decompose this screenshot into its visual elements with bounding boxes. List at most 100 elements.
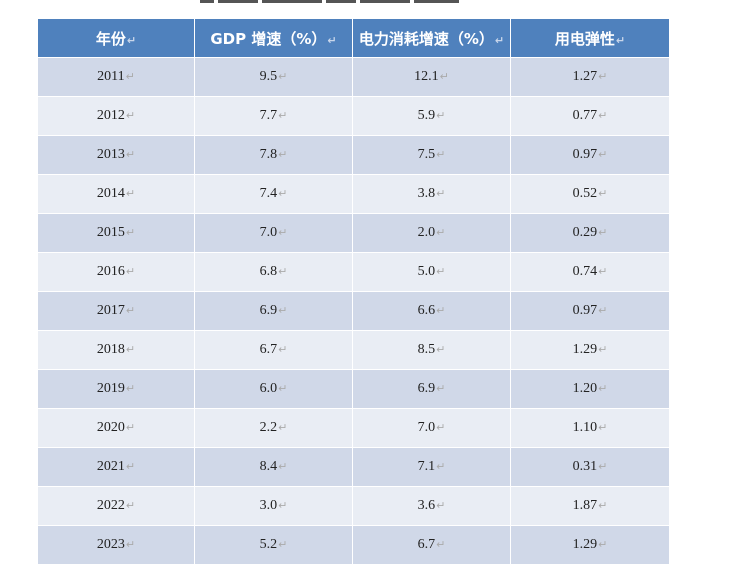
cell-gdp-growth: 7.7↵ bbox=[195, 97, 353, 136]
cell-elasticity-value: 1.27 bbox=[572, 69, 598, 84]
cell-elasticity: 1.20↵ bbox=[511, 370, 669, 409]
cell-year-value: 2023 bbox=[96, 537, 125, 552]
cell-power-growth-value: 6.7 bbox=[417, 537, 436, 552]
paragraph-mark-icon: ↵ bbox=[278, 343, 288, 356]
cell-year-value: 2015 bbox=[96, 225, 125, 240]
header-year-label: 年份 bbox=[95, 29, 126, 48]
cell-gdp-growth: 3.0↵ bbox=[195, 487, 353, 526]
cell-year: 2016↵ bbox=[38, 253, 195, 292]
paragraph-mark-icon: ↵ bbox=[598, 109, 608, 122]
table-row: 2012↵ 7.7↵ 5.9↵ 0.77↵ bbox=[38, 97, 669, 136]
cell-elasticity-value: 1.29 bbox=[572, 342, 598, 357]
cell-elasticity-value: 0.31 bbox=[572, 459, 598, 474]
cell-elasticity: 0.74↵ bbox=[511, 253, 669, 292]
cell-power-growth: 3.6↵ bbox=[353, 487, 511, 526]
cell-elasticity-value: 1.20 bbox=[572, 381, 598, 396]
cell-power-growth: 2.0↵ bbox=[353, 214, 511, 253]
paragraph-mark-icon: ↵ bbox=[598, 70, 608, 83]
cell-gdp-growth: 7.0↵ bbox=[195, 214, 353, 253]
paragraph-mark-icon: ↵ bbox=[598, 460, 608, 473]
cell-gdp-growth: 2.2↵ bbox=[195, 409, 353, 448]
cell-power-growth-value: 3.6 bbox=[417, 498, 436, 513]
cell-elasticity: 0.97↵ bbox=[511, 292, 669, 331]
cell-elasticity-value: 0.77 bbox=[572, 108, 598, 123]
cell-power-growth: 6.7↵ bbox=[353, 526, 511, 565]
cell-gdp-growth-value: 6.8 bbox=[259, 264, 278, 279]
cell-elasticity: 0.29↵ bbox=[511, 214, 669, 253]
paragraph-mark-icon: ↵ bbox=[436, 421, 446, 434]
growth-elasticity-table: 年份↵ GDP 增速（%）↵ 电力消耗增速（%）↵ 用电弹性↵ 2011↵ 9.5… bbox=[38, 19, 669, 565]
table-header: 年份↵ GDP 增速（%）↵ 电力消耗增速（%）↵ 用电弹性↵ bbox=[38, 19, 669, 58]
cell-gdp-growth: 6.9↵ bbox=[195, 292, 353, 331]
cell-power-growth: 5.0↵ bbox=[353, 253, 511, 292]
paragraph-mark-icon: ↵ bbox=[327, 33, 337, 47]
cell-year-value: 2014 bbox=[96, 186, 125, 201]
cell-power-growth-value: 5.0 bbox=[417, 264, 436, 279]
cell-year: 2014↵ bbox=[38, 175, 195, 214]
cell-year: 2022↵ bbox=[38, 487, 195, 526]
paragraph-mark-icon: ↵ bbox=[125, 70, 135, 83]
table-row: 2020↵ 2.2↵ 7.0↵ 1.10↵ bbox=[38, 409, 669, 448]
header-year: 年份↵ bbox=[38, 19, 195, 58]
paragraph-mark-icon: ↵ bbox=[598, 499, 608, 512]
cell-power-growth-value: 2.0 bbox=[417, 225, 436, 240]
cell-elasticity: 0.77↵ bbox=[511, 97, 669, 136]
cell-gdp-growth-value: 5.2 bbox=[259, 537, 278, 552]
table-row: 2011↵ 9.5↵ 12.1↵ 1.27↵ bbox=[38, 58, 669, 97]
header-power-growth: 电力消耗增速（%）↵ bbox=[353, 19, 511, 58]
paragraph-mark-icon: ↵ bbox=[125, 148, 136, 161]
cell-elasticity-value: 1.10 bbox=[572, 420, 598, 435]
cell-gdp-growth-value: 3.0 bbox=[259, 498, 278, 513]
cell-year-value: 2021 bbox=[96, 459, 125, 474]
table-row: 2023↵ 5.2↵ 6.7↵ 1.29↵ bbox=[38, 526, 669, 565]
paragraph-mark-icon: ↵ bbox=[125, 304, 136, 317]
paragraph-mark-icon: ↵ bbox=[436, 460, 446, 473]
table-row: 2018↵ 6.7↵ 8.5↵ 1.29↵ bbox=[38, 331, 669, 370]
cell-gdp-growth-value: 7.0 bbox=[259, 225, 278, 240]
header-power-growth-label: 电力消耗增速（%） bbox=[358, 29, 494, 48]
paragraph-mark-icon: ↵ bbox=[125, 460, 136, 473]
cell-elasticity-value: 1.87 bbox=[572, 498, 598, 513]
table-row: 2022↵ 3.0↵ 3.6↵ 1.87↵ bbox=[38, 487, 669, 526]
paragraph-mark-icon: ↵ bbox=[436, 187, 446, 200]
cell-elasticity: 1.87↵ bbox=[511, 487, 669, 526]
cell-year-value: 2011 bbox=[97, 69, 125, 84]
paragraph-mark-icon: ↵ bbox=[436, 304, 446, 317]
cell-elasticity: 0.52↵ bbox=[511, 175, 669, 214]
paragraph-mark-icon: ↵ bbox=[125, 421, 136, 434]
paragraph-mark-icon: ↵ bbox=[125, 226, 136, 239]
cell-year: 2011↵ bbox=[38, 58, 195, 97]
paragraph-mark-icon: ↵ bbox=[436, 343, 446, 356]
paragraph-mark-icon: ↵ bbox=[436, 265, 446, 278]
cell-year: 2018↵ bbox=[38, 331, 195, 370]
table-row: 2017↵ 6.9↵ 6.6↵ 0.97↵ bbox=[38, 292, 669, 331]
header-elasticity: 用电弹性↵ bbox=[511, 19, 669, 58]
cell-power-growth: 8.5↵ bbox=[353, 331, 511, 370]
paragraph-mark-icon: ↵ bbox=[436, 148, 446, 161]
cell-gdp-growth-value: 8.4 bbox=[259, 459, 278, 474]
paragraph-mark-icon: ↵ bbox=[436, 382, 446, 395]
cell-gdp-growth: 8.4↵ bbox=[195, 448, 353, 487]
cell-year-value: 2017 bbox=[96, 303, 125, 318]
paragraph-mark-icon: ↵ bbox=[598, 538, 608, 551]
cell-gdp-growth: 9.5↵ bbox=[195, 58, 353, 97]
cell-gdp-growth: 6.7↵ bbox=[195, 331, 353, 370]
cell-elasticity-value: 0.97 bbox=[572, 303, 598, 318]
cell-power-growth-value: 7.1 bbox=[417, 459, 436, 474]
cell-elasticity: 1.10↵ bbox=[511, 409, 669, 448]
cell-elasticity-value: 0.29 bbox=[572, 225, 598, 240]
cell-year: 2023↵ bbox=[38, 526, 195, 565]
paragraph-mark-icon: ↵ bbox=[125, 382, 136, 395]
cell-year-value: 2022 bbox=[96, 498, 125, 513]
paragraph-mark-icon: ↵ bbox=[125, 265, 136, 278]
cell-year: 2013↵ bbox=[38, 136, 195, 175]
cell-power-growth-value: 6.6 bbox=[417, 303, 436, 318]
paragraph-mark-icon: ↵ bbox=[125, 499, 136, 512]
paragraph-mark-icon: ↵ bbox=[598, 187, 608, 200]
cell-year: 2020↵ bbox=[38, 409, 195, 448]
cell-year: 2021↵ bbox=[38, 448, 195, 487]
table-row: 2016↵ 6.8↵ 5.0↵ 0.74↵ bbox=[38, 253, 669, 292]
cell-year-value: 2018 bbox=[96, 342, 125, 357]
paragraph-mark-icon: ↵ bbox=[436, 109, 446, 122]
cell-gdp-growth-value: 6.0 bbox=[259, 381, 278, 396]
